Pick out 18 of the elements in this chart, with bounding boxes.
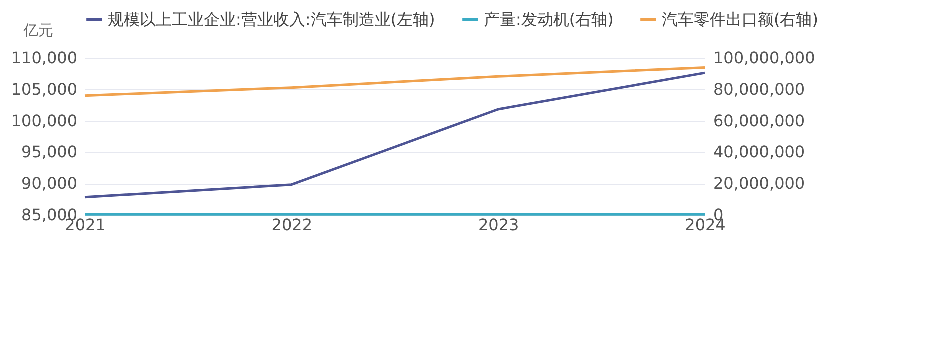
legend-label: 汽车零件出口额(右轴): [662, 10, 818, 29]
y2-tick-label: 80,000,000: [714, 80, 806, 99]
legend-label: 产量:发动机(右轴): [484, 10, 614, 29]
y-tick-label: 110,000: [11, 48, 78, 68]
y-tick-label: 100,000: [11, 111, 78, 130]
x-tick-label: 2023: [478, 216, 520, 234]
y2-tick-label: 20,000,000: [714, 174, 806, 194]
line-series: [84, 72, 706, 199]
y-axis-title: 亿元: [22, 22, 54, 40]
line-series: [84, 66, 706, 98]
y2-tick-label: 40,000,000: [714, 142, 806, 162]
x-tick-label: 2022: [272, 216, 313, 234]
y-tick-label: 105,000: [11, 80, 78, 99]
y-tick-label: 90,000: [22, 174, 78, 194]
y2-tick-label: 60,000,000: [714, 111, 806, 130]
y2-tick-label: 100,000,000: [714, 48, 816, 68]
legend-label: 规模以上工业企业:营业收入:汽车制造业(左轴): [108, 10, 436, 29]
y-tick-label: 95,000: [22, 142, 78, 162]
